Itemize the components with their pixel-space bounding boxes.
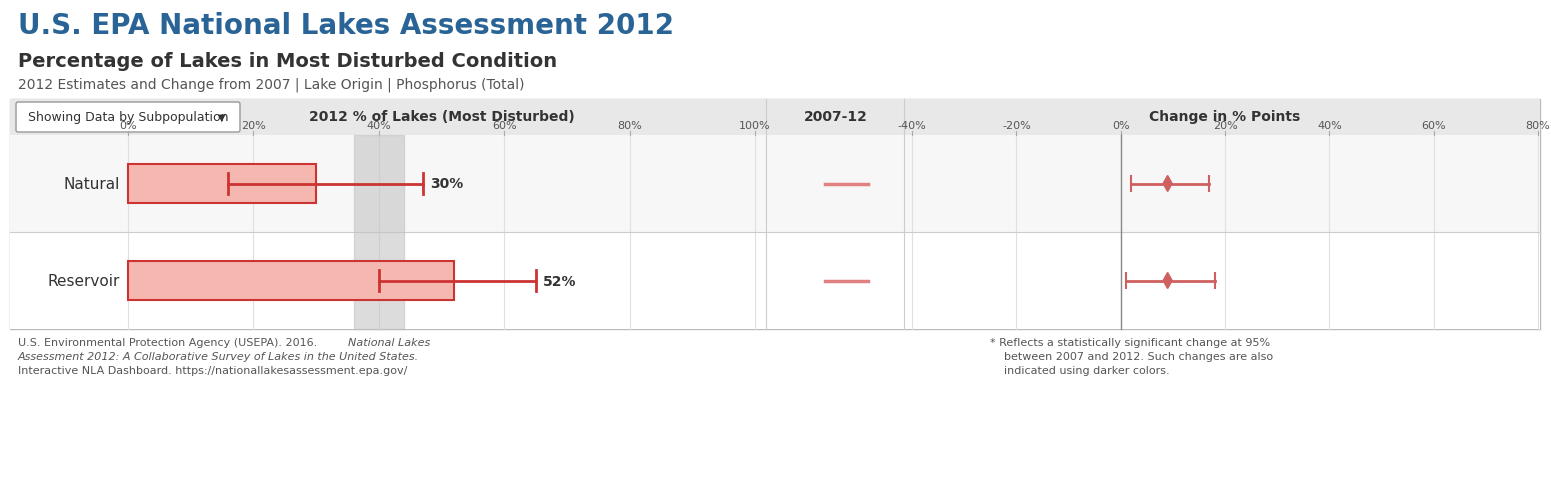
- Text: Showing Data by Subpopulation: Showing Data by Subpopulation: [28, 111, 228, 124]
- Text: 60%: 60%: [492, 121, 516, 131]
- FancyBboxPatch shape: [16, 103, 240, 133]
- Text: Natural: Natural: [64, 177, 119, 192]
- Text: ▼: ▼: [219, 113, 226, 123]
- Text: Assessment 2012: A Collaborative Survey of Lakes in the United States.: Assessment 2012: A Collaborative Survey …: [19, 351, 419, 361]
- Text: 40%: 40%: [366, 121, 391, 131]
- Text: Change in % Points: Change in % Points: [1149, 110, 1301, 124]
- Text: U.S. Environmental Protection Agency (USEPA). 2016.: U.S. Environmental Protection Agency (US…: [19, 337, 321, 347]
- Text: 52%: 52%: [543, 274, 575, 288]
- Text: * Reflects a statistically significant change at 95%: * Reflects a statistically significant c…: [990, 337, 1270, 347]
- Text: 80%: 80%: [617, 121, 642, 131]
- Text: 80%: 80%: [1526, 121, 1551, 131]
- Text: Percentage of Lakes in Most Disturbed Condition: Percentage of Lakes in Most Disturbed Co…: [19, 52, 557, 71]
- Text: -20%: -20%: [1002, 121, 1031, 131]
- Text: indicated using darker colors.: indicated using darker colors.: [990, 365, 1169, 375]
- Text: 30%: 30%: [430, 177, 462, 191]
- Text: 0%: 0%: [1112, 121, 1129, 131]
- Text: -40%: -40%: [898, 121, 926, 131]
- Text: 2012 % of Lakes (Most Disturbed): 2012 % of Lakes (Most Disturbed): [309, 110, 574, 124]
- Text: U.S. EPA National Lakes Assessment 2012: U.S. EPA National Lakes Assessment 2012: [19, 12, 675, 40]
- Bar: [129, 165, 316, 204]
- Text: between 2007 and 2012. Such changes are also: between 2007 and 2012. Such changes are …: [990, 351, 1273, 361]
- Polygon shape: [1163, 273, 1173, 289]
- Text: Interactive NLA Dashboard. https://nationallakesassessment.epa.gov/: Interactive NLA Dashboard. https://natio…: [19, 365, 408, 375]
- Bar: [129, 262, 454, 300]
- Bar: [9, 100, 1540, 329]
- Text: Reservoir: Reservoir: [48, 274, 119, 288]
- Text: 2012 Estimates and Change from 2007 | Lake Origin | Phosphorus (Total): 2012 Estimates and Change from 2007 | La…: [19, 78, 524, 92]
- Text: 0%: 0%: [119, 121, 136, 131]
- Text: 2007-12: 2007-12: [803, 110, 869, 124]
- Text: National Lakes: National Lakes: [347, 337, 430, 347]
- Text: 100%: 100%: [740, 121, 771, 131]
- Text: 60%: 60%: [1421, 121, 1446, 131]
- Polygon shape: [1163, 176, 1173, 192]
- Text: 20%: 20%: [1213, 121, 1238, 131]
- Bar: [9, 136, 1540, 232]
- Bar: [9, 232, 1540, 329]
- Text: 20%: 20%: [240, 121, 265, 131]
- Bar: [9, 100, 1540, 136]
- Text: 40%: 40%: [1317, 121, 1342, 131]
